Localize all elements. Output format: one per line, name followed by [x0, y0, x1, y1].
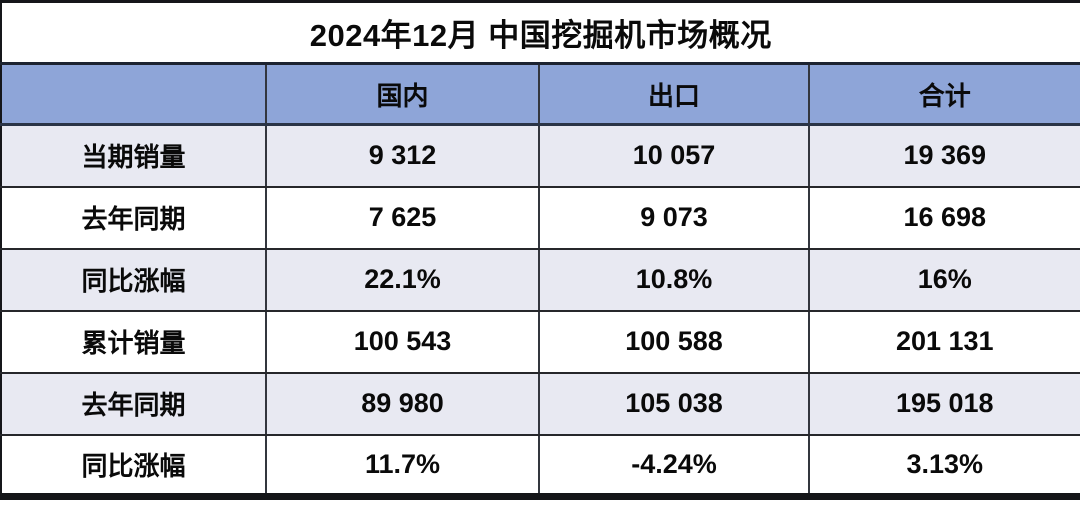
row-label-lastyear-sales: 去年同期 — [1, 186, 266, 250]
table-title-row: 2024年12月 中国挖掘机市场概况 — [1, 1, 1080, 65]
table-row: 去年同期 89 980 105 038 195 018 — [1, 372, 1080, 436]
cell-yoy-total: 16% — [808, 248, 1080, 312]
cell-cumlastyear-domestic: 89 980 — [265, 372, 539, 436]
cell-cumyoy-total: 3.13% — [808, 434, 1080, 497]
row-label-yoy-growth: 同比涨幅 — [1, 248, 266, 312]
table-title: 2024年12月 中国挖掘机市场概况 — [1, 1, 1080, 65]
cell-cumyoy-export: -4.24% — [538, 434, 809, 497]
header-domestic: 国内 — [265, 63, 539, 126]
cell-cumlastyear-export: 105 038 — [538, 372, 809, 436]
row-label-cumulative-yoy: 同比涨幅 — [1, 434, 266, 497]
cell-cumulative-total: 201 131 — [808, 310, 1080, 374]
table-row: 当期销量 9 312 10 057 19 369 — [1, 124, 1080, 188]
table-row: 同比涨幅 22.1% 10.8% 16% — [1, 248, 1080, 312]
cell-yoy-domestic: 22.1% — [265, 248, 539, 312]
cell-cumyoy-domestic: 11.7% — [265, 434, 539, 497]
cell-yoy-export: 10.8% — [538, 248, 809, 312]
cell-current-domestic: 9 312 — [265, 124, 539, 188]
header-blank-cell — [1, 63, 266, 126]
cell-current-total: 19 369 — [808, 124, 1080, 188]
excavator-market-table: 2024年12月 中国挖掘机市场概况 国内 出口 合计 当期销量 9 312 1… — [0, 0, 1080, 500]
cell-lastyear-total: 16 698 — [808, 186, 1080, 250]
cell-cumlastyear-total: 195 018 — [808, 372, 1080, 436]
cell-lastyear-domestic: 7 625 — [265, 186, 539, 250]
header-export: 出口 — [538, 63, 809, 126]
row-label-current-sales: 当期销量 — [1, 124, 266, 188]
table-row: 去年同期 7 625 9 073 16 698 — [1, 186, 1080, 250]
cell-current-export: 10 057 — [538, 124, 809, 188]
row-label-cumulative-sales: 累计销量 — [1, 310, 266, 374]
table-row: 同比涨幅 11.7% -4.24% 3.13% — [1, 434, 1080, 497]
table-header-row: 国内 出口 合计 — [1, 63, 1080, 126]
cell-cumulative-domestic: 100 543 — [265, 310, 539, 374]
row-label-cumulative-lastyear: 去年同期 — [1, 372, 266, 436]
cell-cumulative-export: 100 588 — [538, 310, 809, 374]
header-total: 合计 — [808, 63, 1080, 126]
table-row: 累计销量 100 543 100 588 201 131 — [1, 310, 1080, 374]
cell-lastyear-export: 9 073 — [538, 186, 809, 250]
